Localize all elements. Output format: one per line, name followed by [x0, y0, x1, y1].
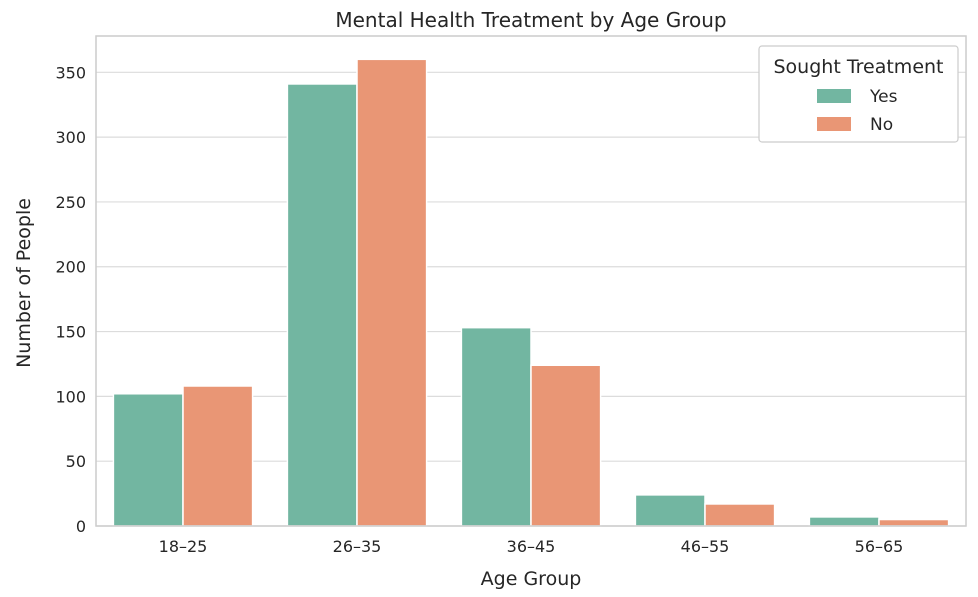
legend: Sought Treatment Yes No [758, 45, 959, 143]
bar-yes [112, 393, 184, 527]
y-tick-label: 100 [55, 387, 86, 406]
x-axis-label: Age Group [481, 568, 582, 590]
legend-title: Sought Treatment [774, 56, 944, 78]
bar-no [182, 385, 254, 527]
plot-border [95, 35, 967, 527]
y-tick-label: 150 [55, 323, 86, 342]
x-tick-label: 56–65 [855, 537, 904, 556]
y-tick-label: 250 [55, 193, 86, 212]
bar-yes [286, 83, 358, 527]
bar-no [704, 503, 776, 527]
legend-label-no: No [870, 115, 893, 135]
x-tick-label: 36–45 [507, 537, 556, 556]
y-axis-label: Number of People [13, 198, 35, 368]
legend-swatch-yes [817, 89, 851, 103]
x-tick-label: 46–55 [681, 537, 730, 556]
legend-swatch-no [817, 117, 851, 131]
x-tick-label: 18–25 [159, 537, 208, 556]
bar-no [356, 58, 428, 527]
chart-title: Mental Health Treatment by Age Group [335, 8, 726, 32]
bar-yes [460, 326, 532, 527]
bar-yes [808, 516, 880, 527]
bar-no [530, 364, 602, 527]
y-tick-label: 200 [55, 258, 86, 277]
y-tick-label: 50 [66, 452, 86, 471]
y-tick-label: 350 [55, 63, 86, 82]
legend-label-yes: Yes [869, 87, 898, 107]
y-tick-label: 300 [55, 128, 86, 147]
legend-box [758, 45, 959, 143]
y-tick-label: 0 [76, 517, 86, 536]
bar-yes [634, 494, 706, 527]
x-tick-label: 26–35 [333, 537, 382, 556]
bar-no [878, 518, 950, 527]
